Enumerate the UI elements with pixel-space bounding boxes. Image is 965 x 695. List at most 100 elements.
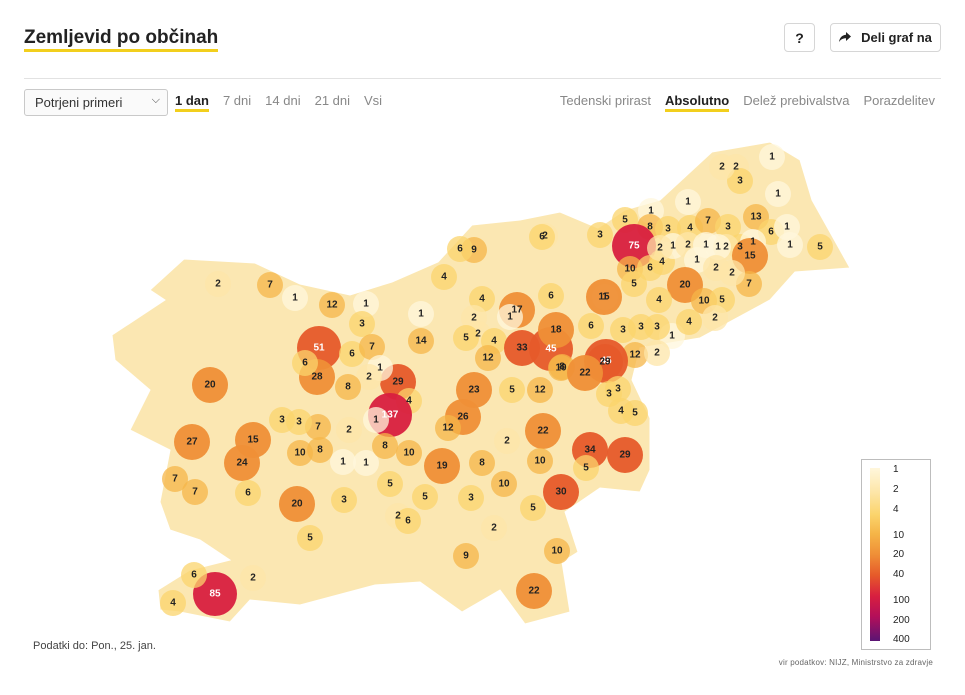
municipality-area[interactable] xyxy=(269,407,295,433)
tab-1-dan[interactable]: 1 dan xyxy=(175,93,209,112)
tab-delez-prebivalstva[interactable]: Delež prebivalstva xyxy=(743,93,850,108)
municipality-area[interactable] xyxy=(644,340,670,366)
municipality-area[interactable] xyxy=(372,433,398,459)
municipality-area[interactable] xyxy=(279,486,315,522)
municipality-area[interactable] xyxy=(516,573,552,609)
municipality-area[interactable] xyxy=(527,377,553,403)
share-button[interactable]: Deli graf na xyxy=(830,23,941,52)
municipality-area[interactable] xyxy=(481,515,507,541)
municipality-area[interactable] xyxy=(412,484,438,510)
municipality-area[interactable] xyxy=(456,372,492,408)
municipality-area[interactable] xyxy=(408,301,434,327)
municipality-area[interactable] xyxy=(765,181,791,207)
tab-absolutno[interactable]: Absolutno xyxy=(664,93,730,112)
municipality-area[interactable] xyxy=(647,235,673,261)
municipality-area[interactable] xyxy=(282,285,308,311)
municipality-area[interactable] xyxy=(292,350,318,376)
municipality-area[interactable] xyxy=(608,398,634,424)
municipality-area[interactable] xyxy=(353,291,379,317)
municipality-area[interactable] xyxy=(469,450,495,476)
municipality-area[interactable] xyxy=(644,314,670,340)
municipality-area[interactable] xyxy=(447,236,473,262)
municipality-area[interactable] xyxy=(759,144,785,170)
municipality-area[interactable] xyxy=(637,255,663,281)
municipality-area[interactable] xyxy=(578,313,604,339)
municipality-area[interactable] xyxy=(727,168,753,194)
municipality-area[interactable] xyxy=(719,260,745,286)
municipality-area[interactable] xyxy=(395,508,421,534)
municipality-area[interactable] xyxy=(192,367,228,403)
municipality-area[interactable] xyxy=(307,437,333,463)
municipality-area[interactable] xyxy=(573,455,599,481)
municipality-area[interactable] xyxy=(162,466,188,492)
municipality-area[interactable] xyxy=(567,355,603,391)
municipality-area[interactable] xyxy=(331,487,357,513)
municipality-area[interactable] xyxy=(504,330,540,366)
municipality-area[interactable] xyxy=(336,417,362,443)
municipality-area[interactable] xyxy=(587,222,613,248)
municipality-area[interactable] xyxy=(363,407,389,433)
municipality-area[interactable] xyxy=(349,311,375,337)
tab-21-dni[interactable]: 21 dni xyxy=(314,93,351,108)
municipality-area[interactable] xyxy=(777,232,803,258)
municipality-area[interactable] xyxy=(543,474,579,510)
municipality-area[interactable] xyxy=(497,304,523,330)
municipality-area[interactable] xyxy=(431,264,457,290)
municipality-area[interactable] xyxy=(622,342,648,368)
municipality-area[interactable] xyxy=(339,341,365,367)
municipality-area[interactable] xyxy=(408,328,434,354)
municipality-area[interactable] xyxy=(287,440,313,466)
municipality-area[interactable] xyxy=(160,590,186,616)
municipality-area[interactable] xyxy=(319,292,345,318)
municipality-area[interactable] xyxy=(607,437,643,473)
municipality-area[interactable] xyxy=(538,283,564,309)
municipality-area[interactable] xyxy=(396,440,422,466)
municipality-area[interactable] xyxy=(538,312,574,348)
municipality-area[interactable] xyxy=(499,377,525,403)
municipality-area[interactable] xyxy=(330,449,356,475)
municipality-area[interactable] xyxy=(182,479,208,505)
municipality-area[interactable] xyxy=(586,279,622,315)
municipality-area[interactable] xyxy=(676,309,702,335)
municipality-area[interactable] xyxy=(453,543,479,569)
municipality-area[interactable] xyxy=(646,287,672,313)
municipality-area[interactable] xyxy=(807,234,833,260)
municipality-area[interactable] xyxy=(453,325,479,351)
municipality-area[interactable] xyxy=(458,485,484,511)
municipality-area[interactable] xyxy=(529,224,555,250)
municipality-area[interactable] xyxy=(695,208,721,234)
municipality-area[interactable] xyxy=(520,495,546,521)
municipality-area[interactable] xyxy=(491,471,517,497)
municipality-area[interactable] xyxy=(235,480,261,506)
tab-vsi[interactable]: Vsi xyxy=(364,93,383,108)
municipality-area[interactable] xyxy=(297,525,323,551)
tab-7-dni[interactable]: 7 dni xyxy=(222,93,252,108)
municipality-area[interactable] xyxy=(377,471,403,497)
municipality-area[interactable] xyxy=(181,562,207,588)
tab-tedenski-prirast[interactable]: Tedenski prirast xyxy=(559,93,651,108)
municipality-area[interactable] xyxy=(494,428,520,454)
municipality-area[interactable] xyxy=(424,448,460,484)
municipality-area[interactable] xyxy=(527,448,553,474)
municipality-area[interactable] xyxy=(257,272,283,298)
municipality-area[interactable] xyxy=(525,413,561,449)
municipality-area[interactable] xyxy=(475,345,501,371)
municipality-area[interactable] xyxy=(544,538,570,564)
municipality-area[interactable] xyxy=(702,305,728,331)
municipality-area[interactable] xyxy=(675,189,701,215)
municipality-area[interactable] xyxy=(240,565,266,591)
municipality-area[interactable] xyxy=(356,364,382,390)
municipality-area[interactable] xyxy=(224,445,260,481)
tab-porazdelitev[interactable]: Porazdelitev xyxy=(863,93,935,108)
municipality-area[interactable] xyxy=(205,271,231,297)
municipality-area[interactable] xyxy=(353,450,379,476)
municipality-area[interactable] xyxy=(709,154,735,180)
municipality-area[interactable] xyxy=(605,376,631,402)
municipality-area[interactable] xyxy=(715,214,741,240)
municipality-area[interactable] xyxy=(335,374,361,400)
tab-14-dni[interactable]: 14 dni xyxy=(265,93,301,108)
municipality-area[interactable] xyxy=(359,334,385,360)
municipality-area[interactable] xyxy=(435,415,461,441)
help-button[interactable]: ? xyxy=(784,23,815,52)
municipality-area[interactable] xyxy=(174,424,210,460)
